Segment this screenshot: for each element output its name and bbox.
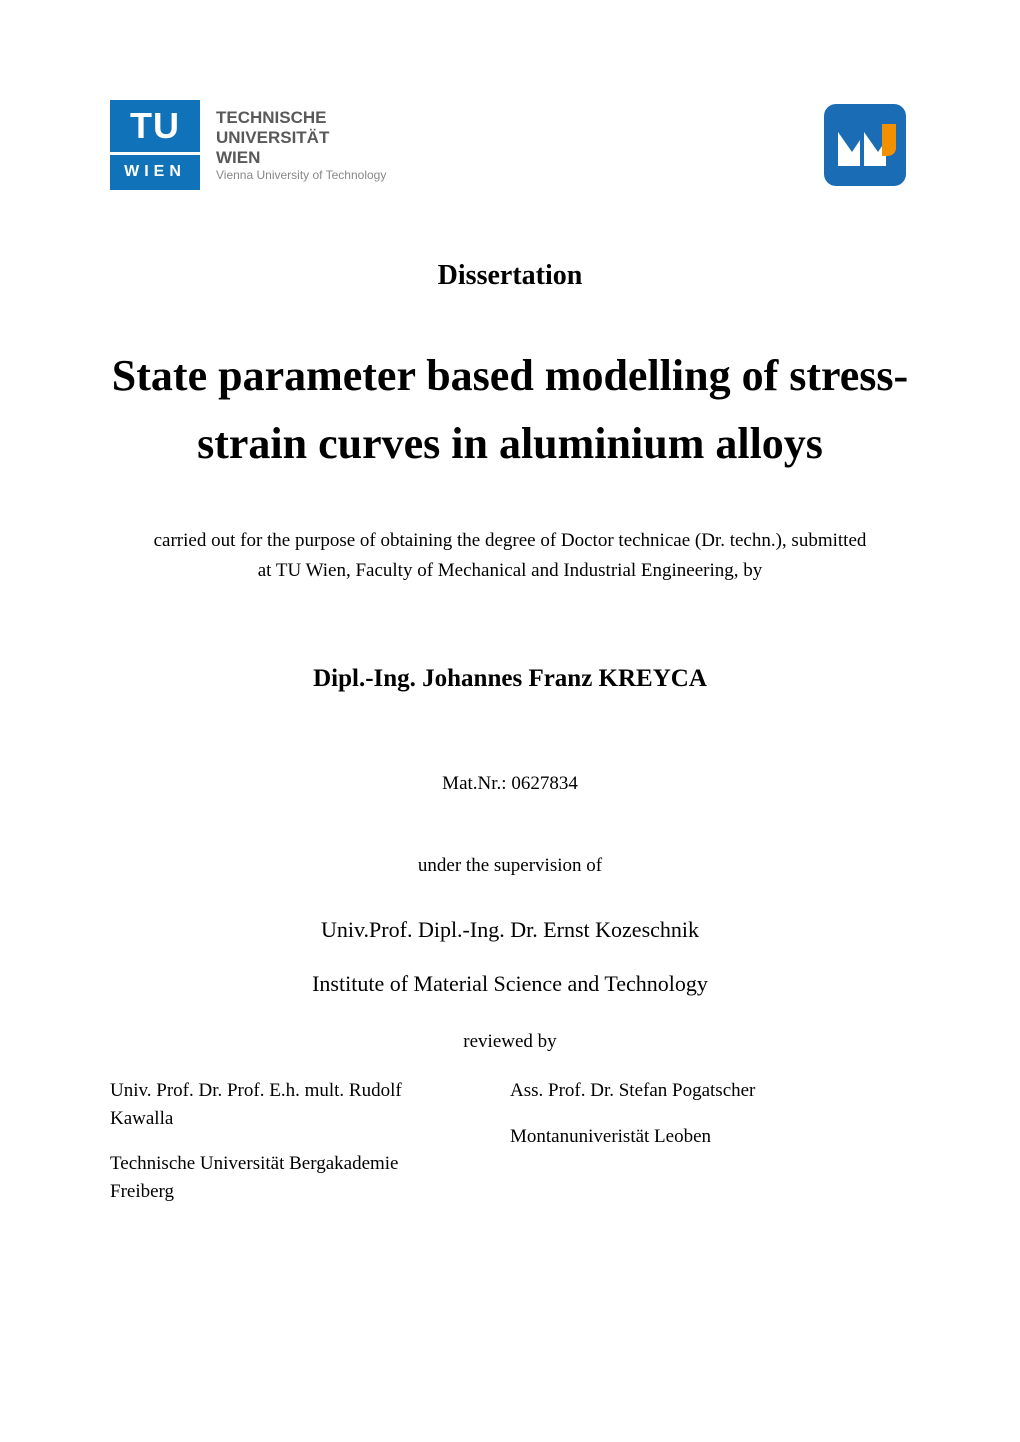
m3-logo-icon — [820, 100, 910, 190]
reviewer-right: Ass. Prof. Dr. Stefan Pogatscher Montanu… — [510, 1077, 910, 1223]
main-title: State parameter based modelling of stres… — [110, 342, 910, 478]
reviewer-left-affil: Technische Universität Bergakademie Frei… — [110, 1150, 510, 1205]
logo-row: TU WIEN TECHNISCHE UNIVERSITÄT WIEN Vien… — [110, 100, 910, 190]
tu-wien-logo-text: TECHNISCHE UNIVERSITÄT WIEN Vienna Unive… — [216, 108, 386, 182]
tu-wien-logo-icon: TU WIEN — [110, 100, 200, 190]
reviewer-left-affil-l2: Freiberg — [110, 1181, 174, 1202]
author-name: Dipl.-Ing. Johannes Franz KREYCA — [110, 665, 910, 693]
purpose-line1: carried out for the purpose of obtaining… — [154, 530, 867, 551]
reviewer-left-affil-l1: Technische Universität Bergakademie — [110, 1153, 399, 1174]
reviewer-left-name-l2: Kawalla — [110, 1108, 173, 1129]
reviewer-left-name: Univ. Prof. Dr. Prof. E.h. mult. Rudolf … — [110, 1077, 510, 1132]
reviewers-block: Univ. Prof. Dr. Prof. E.h. mult. Rudolf … — [110, 1077, 910, 1223]
reviewer-right-affil: Montanuniveristät Leoben — [510, 1123, 910, 1151]
reviewer-right-name: Ass. Prof. Dr. Stefan Pogatscher — [510, 1077, 910, 1105]
dissertation-label: Dissertation — [110, 260, 910, 292]
matriculation-number: Mat.Nr.: 0627834 — [110, 773, 910, 795]
tu-logo-top-text: TU — [110, 100, 200, 152]
title-line1: State parameter based modelling of stres… — [112, 351, 908, 400]
tu-text-line1: TECHNISCHE — [216, 108, 386, 128]
tu-text-line3: WIEN — [216, 148, 386, 168]
reviewer-left-name-l1: Univ. Prof. Dr. Prof. E.h. mult. Rudolf — [110, 1080, 402, 1101]
tu-wien-logo-block: TU WIEN TECHNISCHE UNIVERSITÄT WIEN Vien… — [110, 100, 386, 190]
supervisor-institute: Institute of Material Science and Techno… — [110, 971, 910, 997]
purpose-text: carried out for the purpose of obtaining… — [110, 526, 910, 585]
matnr-value: 0627834 — [511, 773, 578, 794]
supervision-label: under the supervision of — [110, 855, 910, 877]
tu-logo-bottom-text: WIEN — [110, 152, 200, 189]
dissertation-title-page: TU WIEN TECHNISCHE UNIVERSITÄT WIEN Vien… — [0, 0, 1020, 1442]
supervisor-name: Univ.Prof. Dipl.-Ing. Dr. Ernst Kozeschn… — [110, 917, 910, 943]
tu-text-line2: UNIVERSITÄT — [216, 128, 386, 148]
reviewed-by-label: reviewed by — [110, 1031, 910, 1053]
reviewer-left: Univ. Prof. Dr. Prof. E.h. mult. Rudolf … — [110, 1077, 510, 1223]
purpose-line2: at TU Wien, Faculty of Mechanical and In… — [258, 560, 763, 581]
title-line2: strain curves in aluminium alloys — [197, 419, 823, 468]
tu-text-line4: Vienna University of Technology — [216, 168, 386, 182]
matnr-label: Mat.Nr.: — [442, 773, 506, 794]
